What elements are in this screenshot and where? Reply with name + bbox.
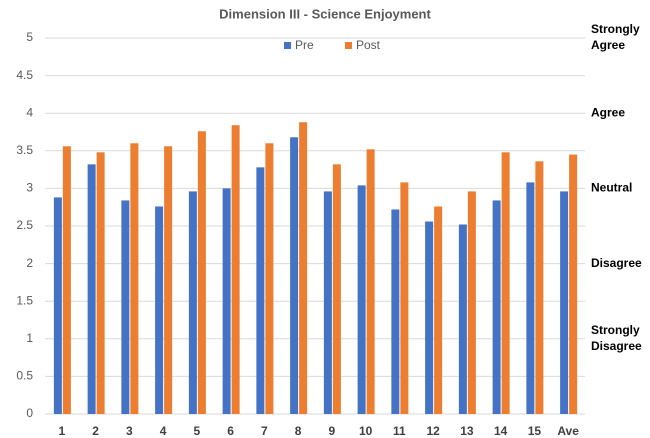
- y-tick-label: 5: [26, 30, 33, 44]
- x-tick-label: 15: [528, 424, 542, 438]
- bar: [188, 191, 197, 414]
- bar: [62, 146, 71, 414]
- bar: [458, 224, 467, 414]
- annotation-line: Strongly: [591, 323, 640, 337]
- y-tick-label: 3: [26, 181, 33, 195]
- bar: [256, 167, 265, 414]
- x-tick-label: 6: [227, 424, 234, 438]
- bar: [526, 182, 535, 414]
- bar: [535, 161, 544, 414]
- bar: [265, 143, 274, 414]
- x-tick-label: 9: [329, 424, 336, 438]
- bar: [400, 182, 409, 414]
- y-tick-label: 0: [26, 406, 33, 420]
- y-tick-label: 4.5: [16, 68, 33, 82]
- bar: [323, 191, 332, 414]
- annotation-line: Disagree: [591, 256, 642, 270]
- bar: [425, 221, 434, 414]
- annotation-line: Neutral: [591, 181, 632, 195]
- bar: [53, 197, 62, 414]
- y-tick-label: 3.5: [16, 143, 33, 157]
- annotation: Neutral: [591, 181, 632, 195]
- legend-label: Post: [356, 38, 381, 52]
- x-tick-label: 4: [160, 424, 167, 438]
- bar: [299, 122, 308, 414]
- x-tick-label: 7: [261, 424, 268, 438]
- bar: [231, 125, 240, 415]
- x-tick-label: 5: [194, 424, 201, 438]
- bar: [434, 206, 443, 414]
- x-tick-label: Ave: [557, 424, 579, 438]
- y-tick-label: 4: [26, 105, 33, 119]
- x-tick-label: 14: [494, 424, 508, 438]
- x-tick-label: 11: [393, 424, 406, 438]
- legend-swatch: [284, 42, 291, 49]
- bar: [501, 152, 510, 414]
- bar: [130, 143, 139, 414]
- legend-label: Pre: [295, 38, 314, 52]
- y-tick-label: 1.5: [16, 293, 33, 307]
- bar: [155, 206, 164, 414]
- bar: [366, 149, 375, 414]
- annotation: Disagree: [591, 256, 642, 270]
- annotation-line: Disagree: [591, 339, 642, 353]
- annotation: Strongly Disagree: [591, 323, 642, 353]
- bar: [87, 164, 96, 414]
- annotation: Strongly Agree: [591, 22, 640, 52]
- chart-title: Dimension III - Science Enjoyment: [219, 6, 431, 21]
- y-tick-label: 2.5: [16, 218, 33, 232]
- bar: [332, 164, 341, 414]
- annotation-line: Agree: [591, 38, 625, 52]
- y-tick-label: 0.5: [16, 369, 33, 383]
- legend-swatch: [345, 42, 352, 49]
- bar: [391, 209, 400, 414]
- x-tick-label: 3: [126, 424, 133, 438]
- x-tick-label: 2: [92, 424, 99, 438]
- annotation: Agree: [591, 105, 625, 119]
- bar: [164, 146, 173, 414]
- x-tick-label: 12: [426, 424, 440, 438]
- x-tick-label: 13: [460, 424, 474, 438]
- bar: [121, 200, 130, 414]
- annotation-line: Agree: [591, 105, 625, 119]
- bar: [560, 191, 569, 414]
- bar: [569, 154, 578, 414]
- bar: [357, 185, 366, 414]
- y-tick-label: 2: [26, 256, 33, 270]
- bar: [96, 152, 105, 414]
- bar: [467, 191, 476, 414]
- bar: [290, 137, 299, 414]
- y-tick-label: 1: [26, 331, 33, 345]
- x-tick-label: 8: [295, 424, 302, 438]
- bar: [222, 188, 231, 414]
- x-tick-label: 10: [359, 424, 373, 438]
- bar: [197, 131, 206, 415]
- x-tick-label: 1: [59, 424, 66, 438]
- bar: [492, 200, 501, 414]
- annotation-line: Strongly: [591, 22, 640, 36]
